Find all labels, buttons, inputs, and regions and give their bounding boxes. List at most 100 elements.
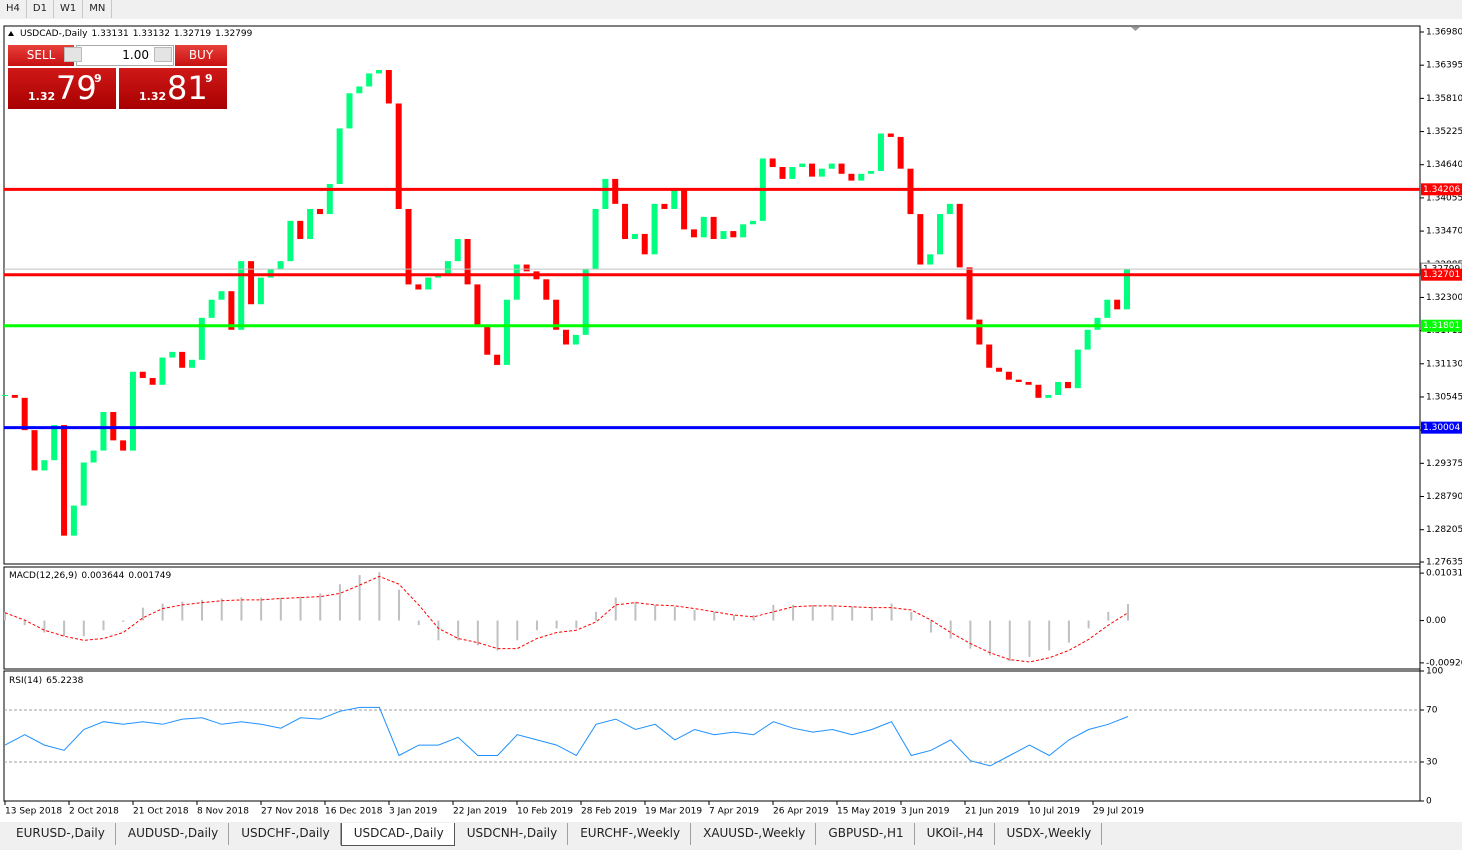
macd-bar xyxy=(1087,620,1090,629)
lot-down[interactable] xyxy=(64,47,82,62)
macd-bar xyxy=(673,606,676,621)
candle xyxy=(986,344,993,368)
indicator-name: RSI(14) xyxy=(9,676,42,686)
macd-bar xyxy=(437,620,440,641)
chart-tab[interactable]: USDCAD-,Daily xyxy=(340,823,455,846)
candle xyxy=(1124,269,1130,310)
y-tick-label: 1.35225 xyxy=(1426,127,1462,137)
chart-tabs: EURUSD-,Daily AUDUSD-,Daily USDCHF-,Daily U… xyxy=(4,823,1103,846)
macd-bar xyxy=(496,620,499,651)
indicator-value: 65.2238 xyxy=(46,676,83,686)
candle xyxy=(405,208,412,285)
candle xyxy=(1074,349,1081,389)
candle xyxy=(868,170,875,174)
chart-tab[interactable]: EURUSD-,Daily xyxy=(4,823,116,845)
macd-bar xyxy=(1048,620,1051,651)
candle xyxy=(956,203,963,268)
timeframe-button[interactable]: D1 xyxy=(27,0,54,18)
y-tick-label: 1.35810 xyxy=(1426,94,1462,104)
timeframe-button[interactable]: MN xyxy=(83,0,113,18)
candle xyxy=(503,299,510,365)
macd-bar xyxy=(417,620,420,626)
candle xyxy=(877,133,884,171)
macd-bar xyxy=(220,598,223,621)
lot-up[interactable] xyxy=(154,47,172,62)
macd-bar xyxy=(929,620,932,633)
candle xyxy=(11,394,18,398)
candle xyxy=(661,203,668,209)
x-tick-label: 10 Jul 2019 xyxy=(1029,807,1080,817)
buy-button[interactable]: BUY xyxy=(175,45,227,66)
macd-bar xyxy=(82,620,85,637)
candle xyxy=(218,291,225,300)
candle xyxy=(1025,381,1032,385)
candle xyxy=(671,189,678,209)
macd-bar xyxy=(299,596,302,621)
candle xyxy=(690,229,697,238)
candle xyxy=(189,359,195,368)
candle xyxy=(769,158,776,167)
candle xyxy=(80,462,87,506)
y-tick-label: 1.33470 xyxy=(1426,227,1462,237)
chart-tab[interactable]: EURCHF-,Weekly xyxy=(568,823,692,845)
candle xyxy=(740,224,747,238)
chart-header: USDCAD-,Daily 1.33131 1.33132 1.32719 1.3279… xyxy=(20,29,253,39)
candle xyxy=(937,214,943,255)
macd-bar xyxy=(575,620,578,629)
candle xyxy=(326,184,333,215)
candle xyxy=(454,239,461,262)
candle xyxy=(1104,299,1111,318)
chart-tab[interactable]: XAUUSD-,Weekly xyxy=(691,823,817,845)
chart-tab[interactable]: USDCHF-,Daily xyxy=(229,823,341,845)
candle xyxy=(750,220,756,225)
candle xyxy=(543,279,550,300)
sell-button[interactable]: SELL xyxy=(8,45,74,66)
macd-bar xyxy=(831,605,834,621)
macd-bar xyxy=(516,620,519,641)
candle xyxy=(1005,371,1012,380)
timeframe-button[interactable]: W1 xyxy=(54,0,84,18)
macd-bar xyxy=(279,597,282,621)
macd-bar xyxy=(240,597,243,621)
candle xyxy=(61,425,68,536)
chart-tab[interactable]: USDCNH-,Daily xyxy=(454,823,569,845)
macd-bar xyxy=(654,604,657,621)
macd-bar xyxy=(63,620,66,637)
candle xyxy=(316,208,323,215)
sell-quote[interactable]: 1.32 79 9 xyxy=(8,68,116,109)
candle xyxy=(287,220,294,262)
candle xyxy=(179,351,186,368)
candle xyxy=(198,317,205,360)
candle xyxy=(169,351,176,358)
candle xyxy=(612,178,619,204)
x-tick-label: 21 Oct 2018 xyxy=(133,807,189,817)
buy-quote[interactable]: 1.32 81 9 xyxy=(119,68,227,109)
symbol: USDCAD-,Daily xyxy=(20,29,88,39)
candle xyxy=(1055,381,1062,395)
y-tick-label: -0.009203 xyxy=(1426,658,1462,668)
candle xyxy=(838,163,845,174)
macd-bar xyxy=(772,604,775,621)
chart-tab[interactable]: AUDUSD-,Daily xyxy=(115,823,230,845)
chart-tab[interactable]: GBPUSD-,H1 xyxy=(816,823,915,845)
candle xyxy=(129,371,136,451)
candle xyxy=(976,319,983,345)
macd-bar xyxy=(102,620,105,631)
x-tick-label: 27 Nov 2018 xyxy=(261,807,319,817)
macd-bar xyxy=(338,584,341,621)
candle xyxy=(730,231,737,238)
ohlc-value: 1.32719 xyxy=(174,29,211,39)
chart-tab[interactable]: USDX-,Weekly xyxy=(994,823,1103,845)
lot-input[interactable]: 1.00 xyxy=(76,45,174,66)
macd-bar xyxy=(614,597,617,621)
timeframe-button[interactable]: H4 xyxy=(0,0,27,18)
candle xyxy=(307,208,314,240)
chart-tab[interactable]: UKOil-,H4 xyxy=(914,823,995,845)
candle xyxy=(966,267,973,320)
signal-line xyxy=(4,575,1129,663)
macd-bar xyxy=(1127,603,1129,621)
macd-bar xyxy=(732,615,735,621)
candle xyxy=(592,208,599,270)
level-tag xyxy=(1421,319,1462,332)
y-tick-label: 1.36980 xyxy=(1426,28,1462,38)
